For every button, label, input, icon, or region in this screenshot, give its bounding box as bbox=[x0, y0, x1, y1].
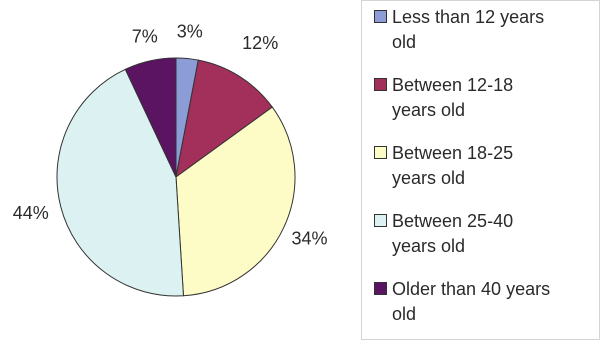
pie-label-between-12-18-years-old: 12% bbox=[242, 33, 278, 53]
legend-label-25-40: Between 25-40 years old bbox=[392, 211, 514, 256]
legend-swatch-25-40 bbox=[374, 214, 387, 227]
pie-label-between-18-25-years-old: 34% bbox=[291, 229, 327, 249]
pie-slices bbox=[56, 57, 296, 297]
pie-value-labels: 3% 12% 34% 44% 7% bbox=[13, 21, 328, 248]
legend-swatch-18-25 bbox=[374, 146, 387, 159]
legend-swatch-12-18 bbox=[374, 78, 387, 91]
legend-label-under-12: Less than 12 years old bbox=[392, 7, 545, 52]
pie-label-less-than-12-years-old: 3% bbox=[177, 21, 203, 41]
pie-label-older-than-40-years-old: 7% bbox=[132, 26, 158, 46]
pie-chart: 3% 12% 34% 44% 7% bbox=[13, 21, 328, 297]
pie-label-between-25-40-years-old: 44% bbox=[13, 203, 49, 223]
legend-swatch-over-40 bbox=[374, 282, 387, 295]
pie-slice-between-12-18-years-old bbox=[175, 59, 273, 179]
legend-label-12-18: Between 12-18 years old bbox=[392, 75, 514, 120]
legend-label-18-25: Between 18-25 years old bbox=[392, 143, 514, 188]
pie-slice-between-18-25-years-old bbox=[175, 106, 296, 297]
legend-label-over-40: Older than 40 years old bbox=[392, 279, 551, 324]
pie-slice-older-than-40-years-old bbox=[124, 57, 177, 178]
legend-swatch-under-12 bbox=[374, 10, 387, 23]
legend: Less than 12 years old Between 12-18 yea… bbox=[361, 0, 600, 340]
